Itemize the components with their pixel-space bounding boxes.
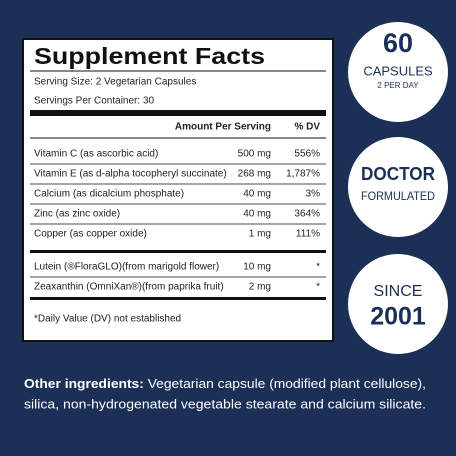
badge-subtext: FORMULATED	[361, 189, 435, 203]
nutrient-amount: 1 mg	[249, 229, 271, 240]
badge-year: 2001	[370, 303, 426, 331]
thick-rule	[30, 297, 326, 300]
nutrient-name: Vitamin C (as ascorbic acid)	[34, 149, 158, 160]
ingredients-text: silica, non-hydrogenated vegetable stear…	[24, 396, 426, 411]
header-dv: % DV	[294, 122, 320, 133]
header-amount: Amount Per Serving	[175, 122, 271, 133]
servings-per-container: Servings Per Container: 30	[34, 96, 155, 107]
nutrient-dv: 556%	[294, 149, 320, 160]
rows: Vitamin C (as ascorbic acid) 500 mg 556% Vi…	[30, 149, 326, 293]
nutrient-name: Copper (as copper oxide)	[34, 229, 147, 240]
nutrient-amount: 10 mg	[243, 262, 271, 273]
badge-number: 60	[383, 28, 413, 58]
ingredients-line: Other ingredients: Vegetarian capsule (m…	[24, 376, 426, 391]
badge-text: DOCTOR	[361, 164, 435, 184]
serving-size: Serving Size: 2 Vegetarian Capsules	[34, 77, 196, 88]
badge-subtext: 2 PER DAY	[377, 81, 419, 90]
nutrient-amount: 500 mg	[238, 149, 271, 160]
badge-text: CAPSULES	[363, 63, 433, 78]
badge	[348, 137, 448, 237]
badge	[348, 254, 448, 354]
footnote: *Daily Value (DV) not established	[34, 314, 181, 325]
thick-rule	[30, 110, 326, 116]
nutrient-name: Calcium (as dicalcium phosphate)	[34, 189, 184, 200]
nutrient-name: Lutein (®FloraGLO)(from marigold flower)	[34, 262, 219, 273]
badge	[348, 22, 448, 122]
nutrient-amount: 2 mg	[249, 282, 271, 293]
nutrient-dv: *	[316, 262, 320, 273]
thick-rule	[30, 250, 326, 253]
nutrient-dv: 1,787%	[286, 169, 320, 180]
facts-panel	[22, 38, 334, 342]
nutrient-name: Vitamin E (as d-alpha tocopheryl succina…	[34, 169, 227, 180]
nutrient-amount: 40 mg	[243, 189, 271, 200]
nutrient-amount: 40 mg	[243, 209, 271, 220]
nutrient-amount: 268 mg	[238, 169, 271, 180]
nutrient-dv: 111%	[296, 229, 320, 240]
panel-title: Supplement Facts	[34, 43, 265, 69]
ingredients-label: Other ingredients:	[24, 376, 144, 391]
nutrient-dv: *	[316, 282, 320, 293]
nutrient-dv: 3%	[306, 189, 321, 200]
nutrient-name: Zeaxanthin (OmniXan®)(from paprika fruit…	[34, 282, 224, 293]
badge-text: SINCE	[374, 283, 423, 300]
nutrient-dv: 364%	[294, 209, 320, 220]
nutrient-name: Zinc (as zinc oxide)	[34, 209, 120, 220]
ingredients-text: Vegetarian capsule (modified plant cellu…	[148, 376, 426, 391]
